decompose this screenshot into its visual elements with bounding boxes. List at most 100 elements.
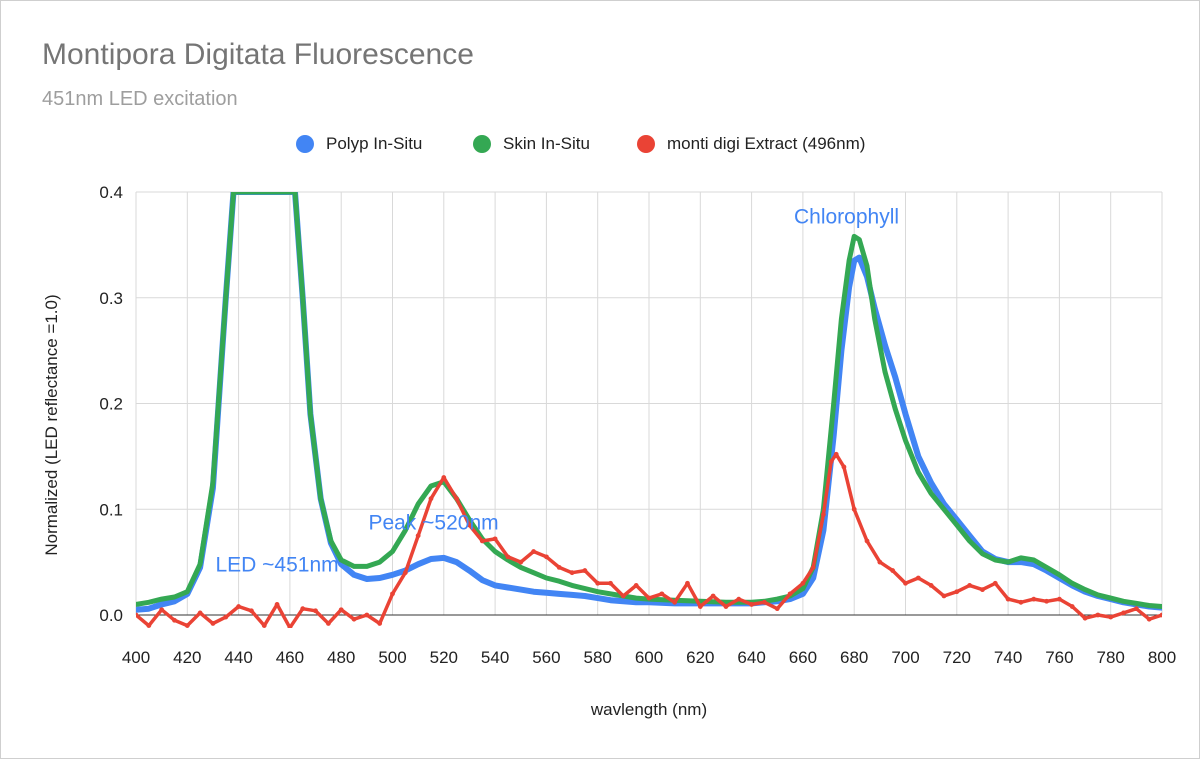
data-point [377, 560, 382, 565]
data-point [833, 451, 839, 457]
data-point [1159, 612, 1162, 618]
data-point [300, 295, 305, 300]
data-point [531, 549, 536, 554]
data-point [890, 568, 896, 573]
data-point [159, 597, 164, 602]
data-point [274, 602, 280, 607]
data-point [318, 496, 323, 501]
data-point [774, 606, 780, 612]
x-tick-label: 400 [122, 648, 150, 667]
data-point [787, 591, 793, 597]
x-tick-label: 420 [173, 648, 201, 667]
data-point [390, 549, 395, 554]
data-point [903, 412, 908, 417]
chart-series [136, 192, 1162, 628]
data-point [416, 562, 421, 567]
data-point [595, 596, 600, 601]
data-point [544, 554, 549, 560]
data-point [821, 528, 826, 533]
data-point [749, 602, 754, 607]
data-point [146, 600, 151, 605]
data-point [159, 607, 165, 613]
x-tick-label: 800 [1148, 648, 1176, 667]
x-tick-label: 580 [584, 648, 612, 667]
data-point [454, 496, 460, 502]
x-tick-label: 720 [943, 648, 971, 667]
data-point [967, 538, 972, 543]
data-point [480, 578, 485, 583]
data-point [146, 623, 152, 628]
x-tick-label: 560 [532, 648, 560, 667]
data-point [172, 595, 177, 600]
data-point [893, 375, 898, 380]
data-point [159, 602, 164, 607]
data-point [1108, 596, 1113, 601]
data-point [390, 591, 395, 597]
legend-marker-skin-icon [473, 135, 491, 153]
x-tick-label: 660 [789, 648, 817, 667]
data-point [608, 598, 613, 603]
data-point [328, 538, 333, 543]
data-point [403, 528, 408, 533]
legend-item-skin[interactable]: Skin In-Situ [473, 134, 590, 154]
legend-item-extract[interactable]: monti digi Extract (496nm) [637, 134, 865, 154]
data-point [852, 234, 857, 239]
data-point [1108, 614, 1114, 620]
data-point [236, 604, 242, 609]
data-point [1133, 606, 1139, 612]
legend-item-polyp[interactable]: Polyp In-Situ [296, 134, 422, 154]
data-point [518, 587, 523, 592]
data-point [467, 568, 472, 573]
data-point [557, 579, 562, 584]
data-point [210, 621, 216, 626]
x-tick-label: 600 [635, 648, 663, 667]
data-point [415, 533, 421, 539]
data-point [390, 572, 395, 577]
data-point [569, 570, 575, 576]
data-point [493, 583, 498, 588]
data-point [1121, 599, 1126, 604]
data-point [1121, 610, 1126, 616]
data-point [479, 538, 485, 544]
data-point [710, 593, 716, 599]
data-point [857, 237, 862, 242]
data-point [857, 255, 862, 260]
data-point [184, 623, 190, 628]
data-point [441, 555, 446, 560]
data-point [338, 607, 344, 613]
series-line [136, 192, 1162, 609]
data-point [723, 604, 729, 609]
data-point [723, 600, 728, 605]
data-point [941, 507, 946, 512]
x-tick-label: 760 [1045, 648, 1073, 667]
data-point [1082, 615, 1088, 621]
data-point [210, 480, 215, 485]
data-point [1006, 560, 1011, 565]
data-point [621, 599, 626, 604]
data-point [493, 549, 498, 554]
data-point [1031, 596, 1037, 602]
chart-legend: Polyp In-Situ Skin In-Situ monti digi Ex… [0, 134, 1200, 160]
data-point [620, 593, 626, 599]
data-point [672, 599, 678, 605]
data-point [941, 593, 947, 599]
data-point [1160, 604, 1162, 609]
data-point [428, 483, 433, 488]
x-tick-label: 520 [430, 648, 458, 667]
data-point [810, 565, 816, 570]
data-point [903, 580, 908, 586]
data-point [685, 580, 690, 586]
data-point [929, 480, 934, 485]
x-tick-label: 700 [891, 648, 919, 667]
data-point [231, 192, 236, 194]
data-point [582, 586, 587, 591]
data-point [261, 623, 267, 628]
data-point [762, 599, 767, 605]
data-point [864, 538, 870, 544]
data-point [544, 590, 549, 595]
data-point [882, 369, 887, 374]
data-point [377, 575, 382, 580]
data-point [916, 454, 921, 459]
data-point [300, 606, 306, 612]
